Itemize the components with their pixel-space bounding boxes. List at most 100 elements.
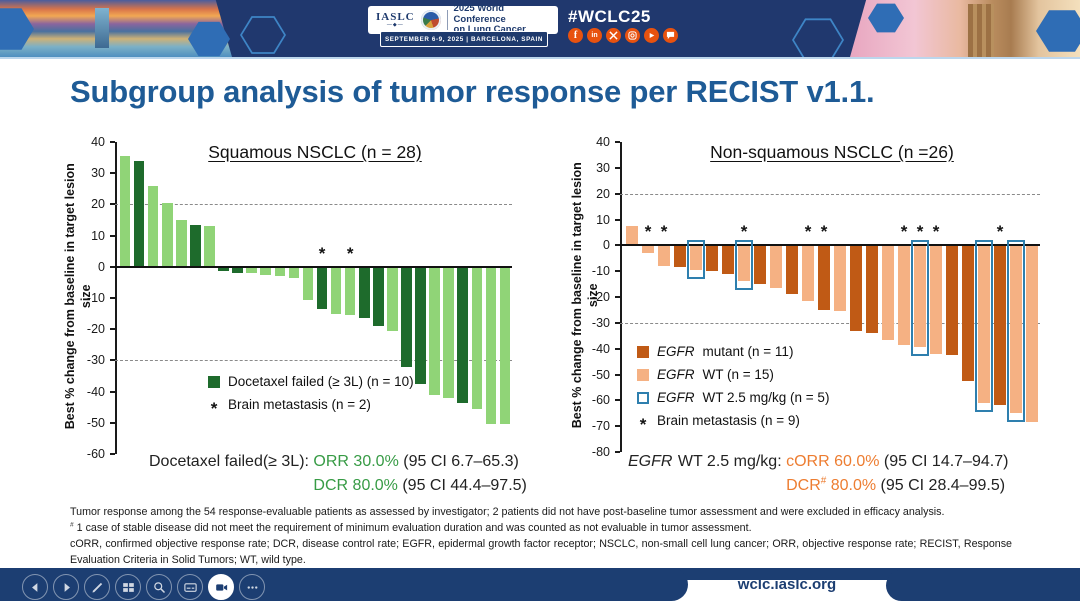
non-squamous-waterfall-chart: Best % change from baseline in target le…: [565, 132, 1050, 462]
dose-2-5mgkg-outline-box: [1006, 240, 1026, 423]
y-tick-label: 0: [603, 238, 610, 253]
legend-label: WT (n = 15): [702, 367, 774, 382]
legend-label: Brain metastasis (n = 2): [228, 397, 371, 412]
bar: [754, 245, 766, 285]
linkedin-icon[interactable]: in: [587, 28, 602, 43]
more-button[interactable]: [239, 574, 265, 600]
bar: [358, 266, 370, 319]
y-tick-mark: [615, 296, 620, 298]
y-tick-mark: [110, 234, 115, 237]
y-tick-mark: [110, 453, 115, 455]
iaslc-globe-emblem-icon: [420, 10, 441, 30]
youtube-icon[interactable]: [644, 28, 659, 43]
dcr-label: DCR: [313, 477, 349, 494]
captions-button[interactable]: [177, 574, 203, 600]
bar: [994, 245, 1006, 406]
bar: [738, 245, 750, 282]
y-tick-mark: [615, 192, 620, 195]
y-tick-label: -80: [591, 445, 610, 459]
dcr-sup: #: [820, 475, 827, 487]
bar: [147, 185, 159, 267]
asterisk-icon: *: [639, 414, 647, 434]
bar: [232, 266, 243, 274]
facebook-icon[interactable]: f: [568, 28, 583, 43]
y-tick-mark: [110, 203, 115, 206]
bar: [802, 245, 814, 301]
y-tick-label: -20: [591, 290, 610, 304]
y-tick-label: -50: [591, 367, 610, 382]
corr-ci: (95 CI 14.7–94.7): [879, 453, 1009, 470]
zoom-button[interactable]: [146, 574, 172, 600]
footnote-2: # 1 case of stable disease did not meet …: [70, 521, 752, 535]
y-tick-label: -60: [591, 393, 610, 408]
chart-title: Squamous NSCLC (n = 28): [208, 142, 422, 162]
dark-swatch-icon: [208, 375, 220, 388]
iaslc-underline-ornament: —◆—: [386, 22, 404, 28]
bar: [962, 245, 974, 381]
prev-button[interactable]: [22, 574, 48, 600]
y-tick-label: 30: [596, 160, 610, 175]
dark-swatch-icon: [637, 345, 649, 358]
x-icon[interactable]: [606, 28, 621, 43]
y-tick-label: -10: [591, 264, 610, 279]
footnote-abbreviations: cORR, confirmed objective response rate;…: [70, 538, 1012, 567]
y-tick-mark: [615, 244, 620, 247]
camera-button[interactable]: [208, 574, 234, 600]
pen-button[interactable]: [84, 574, 110, 600]
barcelona-park-guell-photo: [0, 0, 232, 57]
presentation-toolbar: [22, 574, 265, 600]
bar: [330, 266, 342, 314]
dose-2-5mgkg-outline-box: [974, 240, 994, 412]
y-axis: [620, 142, 622, 452]
y-tick-label: -40: [86, 384, 105, 399]
instagram-icon[interactable]: [625, 28, 640, 43]
chat-icon[interactable]: [663, 28, 678, 43]
brain-metastasis-asterisk: *: [346, 243, 354, 263]
y-tick-label: 40: [596, 135, 610, 149]
bar: [930, 245, 942, 354]
legend-item: * Brain metastasis (n = 2): [208, 393, 414, 418]
bar: [204, 226, 215, 267]
brain-metastasis-asterisk: *: [740, 222, 748, 242]
zero-line: [620, 244, 1040, 247]
slide-title: Subgroup analysis of tumor response per …: [70, 74, 875, 109]
bar: [898, 245, 910, 345]
y-tick-label: 0: [98, 259, 105, 274]
legend-label: WT 2.5 mg/kg (n = 5): [702, 390, 830, 405]
iaslc-logo-box: IASLC —◆— 2025 World Conference on Lung …: [368, 4, 558, 36]
bar: [914, 245, 926, 348]
y-tick-label: 40: [91, 135, 105, 149]
reference-line: [115, 204, 512, 206]
y-tick-label: 30: [91, 166, 105, 181]
y-tick-label: 10: [91, 228, 105, 243]
bar: [119, 156, 131, 267]
y-tick-mark: [110, 421, 115, 424]
bar: [443, 266, 454, 398]
conference-title-line2: on Lung Cancer: [453, 24, 526, 36]
orr-ci: (95 CI 6.7–65.3): [398, 453, 519, 470]
bar: [658, 245, 670, 266]
bar: [1026, 245, 1038, 423]
dose-2-5mgkg-outline-box: [734, 240, 754, 291]
y-tick-label: 10: [596, 212, 610, 227]
bar: [260, 266, 272, 275]
chart-legend: EGFR mutant (n = 11) EGFR WT (n = 15) EGFR…: [637, 340, 830, 434]
dcr-value: 80.0%: [826, 477, 877, 494]
bar: [770, 245, 782, 288]
bar: [429, 266, 440, 395]
hexagon-outline-decoration: [240, 16, 286, 54]
brain-metastasis-asterisk: *: [660, 222, 668, 242]
brain-metastasis-asterisk: *: [900, 222, 908, 242]
next-button[interactable]: [53, 574, 79, 600]
legend-label: mutant (n = 11): [702, 344, 794, 359]
footnote-1: Tumor response among the 54 response-eva…: [70, 506, 945, 518]
bar: [706, 245, 718, 272]
y-tick-label: -10: [86, 291, 105, 305]
caption-prefix: WT 2.5 mg/kg:: [673, 453, 787, 470]
bar: [373, 266, 384, 327]
slides-button[interactable]: [115, 574, 141, 600]
y-tick-mark: [110, 359, 115, 362]
y-tick-label: -20: [86, 322, 105, 337]
bar: [722, 245, 734, 274]
bar: [946, 245, 958, 356]
